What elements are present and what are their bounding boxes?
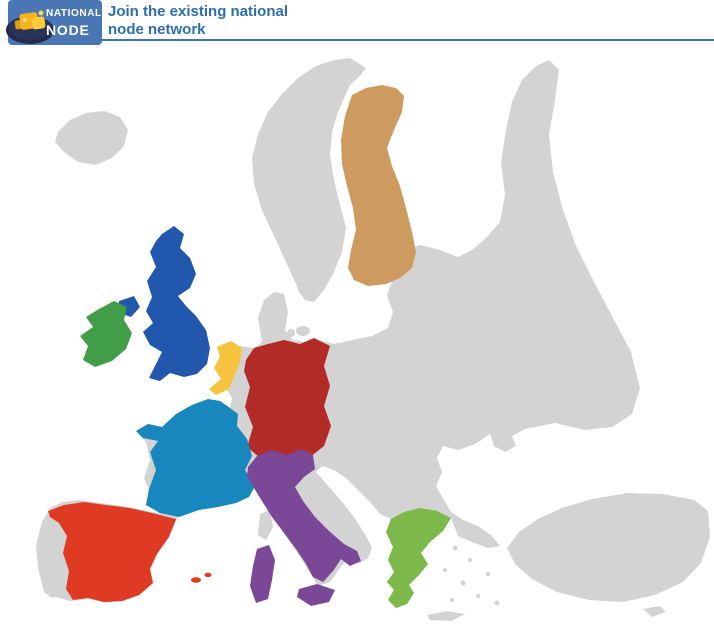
country-turkey xyxy=(507,493,710,602)
aegean-islands xyxy=(443,545,500,606)
country-finland[interactable] xyxy=(341,85,416,286)
country-ireland[interactable] xyxy=(80,301,132,367)
island-cyprus xyxy=(643,606,666,617)
island-sicily[interactable] xyxy=(297,584,335,606)
logo-text: NATIONAL NODE xyxy=(46,8,102,38)
national-node-logo[interactable]: NATIONAL NODE xyxy=(6,0,102,45)
country-spain[interactable] xyxy=(48,502,176,602)
island-sardinia[interactable] xyxy=(250,545,275,603)
node-3d-icon xyxy=(6,10,54,44)
country-united-kingdom[interactable] xyxy=(143,226,210,381)
landmass-scandinavia xyxy=(252,58,366,302)
logo-text-national: NATIONAL xyxy=(46,8,102,19)
island-menorca[interactable] xyxy=(204,572,212,578)
island-funen xyxy=(287,329,295,337)
country-netherlands[interactable] xyxy=(209,341,242,395)
island-mallorca[interactable] xyxy=(191,577,201,583)
country-italy[interactable] xyxy=(247,449,361,582)
country-germany[interactable] xyxy=(244,338,331,467)
logo-text-node: NODE xyxy=(46,22,90,38)
country-greece[interactable] xyxy=(386,508,451,608)
island-crete xyxy=(427,611,465,621)
tagline: Join the existing national node network xyxy=(108,3,288,39)
island-zealand xyxy=(296,326,310,336)
tagline-line-1: Join the existing national xyxy=(108,3,289,20)
island-corsica xyxy=(258,510,273,540)
island-iceland xyxy=(55,111,128,165)
tagline-line-2: node network xyxy=(108,21,206,38)
header: NATIONAL NODE Join the existing national… xyxy=(0,0,714,60)
country-france[interactable] xyxy=(136,399,255,517)
header-rule xyxy=(101,39,714,41)
